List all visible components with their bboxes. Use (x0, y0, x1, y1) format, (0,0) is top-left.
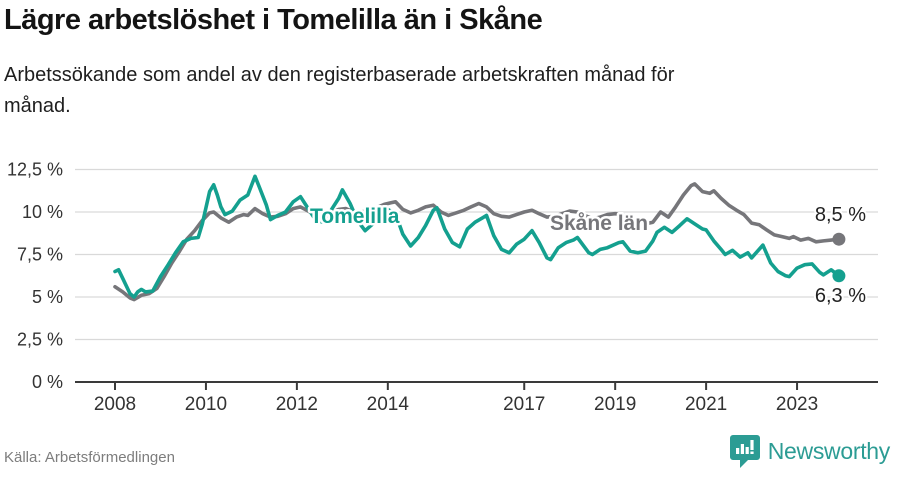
x-axis-tick-label: 2019 (594, 394, 636, 415)
x-axis-tick-label: 2017 (503, 394, 545, 415)
x-axis-tick-label: 2010 (185, 394, 227, 415)
series-end-dot-tomelilla (832, 269, 846, 283)
source-credit: Källa: Arbetsförmedlingen (4, 449, 175, 466)
footer: Källa: Arbetsförmedlingen Newsworthy (0, 432, 900, 474)
end-value-label-tomelilla: 6,3 % (815, 285, 866, 307)
series-label-skane: Skåne län (550, 212, 648, 235)
newsworthy-chart-bubble-icon (729, 435, 760, 468)
y-axis-tick-label: 10 % (22, 202, 63, 222)
x-axis-tick-label: 2021 (685, 394, 727, 415)
x-axis-tick-label: 2023 (776, 394, 818, 415)
y-axis-tick-label: 0 % (32, 372, 63, 392)
chart-subtitle: Arbetssökande som andel av den registerb… (4, 64, 675, 117)
y-axis-tick-label: 2,5 % (17, 330, 63, 350)
series-end-dot-skane (832, 232, 846, 246)
newsworthy-logo: Newsworthy (729, 435, 891, 468)
series-line-skane (113, 182, 841, 302)
series-line-tomelilla (113, 174, 841, 299)
x-axis-tick-label: 2008 (94, 394, 136, 415)
x-axis-tick-label: 2014 (367, 394, 410, 415)
series-label-tomelilla: Tomelilla (310, 205, 400, 228)
newsworthy-wordmark: Newsworthy (767, 438, 891, 464)
x-axis-tick-label: 2012 (276, 394, 318, 415)
end-value-label-skane: 8,5 % (815, 204, 866, 226)
page-title: Lägre arbetslöshet i Tomelilla än i Skån… (4, 4, 543, 36)
y-axis-tick-label: 5 % (32, 287, 63, 307)
y-axis-tick-label: 7,5 % (17, 245, 63, 265)
y-axis-tick-label: 12,5 % (7, 160, 63, 180)
